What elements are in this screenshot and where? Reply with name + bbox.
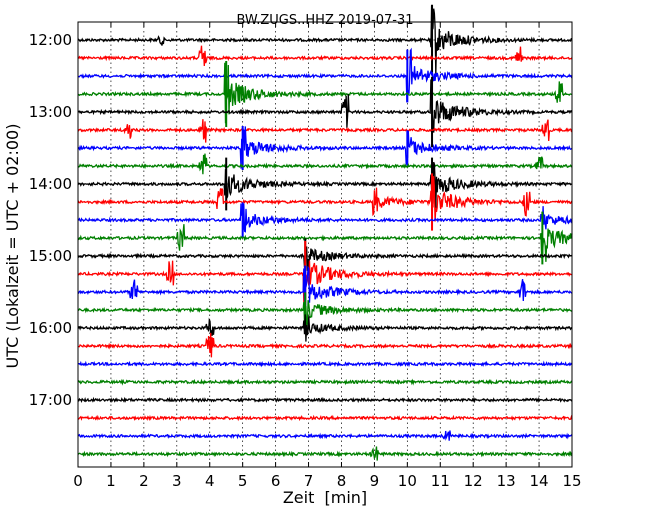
x-tick-label: 5 [238, 472, 248, 490]
seismic-trace [77, 446, 573, 461]
x-tick-label: 13 [497, 472, 516, 490]
seismic-trace [77, 45, 573, 67]
x-tick-label: 15 [562, 472, 581, 490]
x-tick-label: 1 [106, 472, 116, 490]
y-axis-label: UTC (Lokalzeit = UTC + 02:00) [3, 124, 22, 369]
x-tick-label: 12 [464, 472, 483, 490]
seismic-trace [77, 47, 573, 103]
seismic-trace [77, 161, 573, 210]
y-tick-label: 14:00 [29, 175, 72, 193]
seismic-trace [77, 224, 573, 262]
seismic-trace [77, 260, 573, 303]
x-tick-label: 9 [370, 472, 380, 490]
x-tick-label: 6 [271, 472, 281, 490]
seismic-trace [77, 378, 573, 386]
chart-title: BW.ZUGS..HHZ 2019-07-31 [236, 13, 413, 28]
seismic-trace [77, 265, 573, 303]
plot-frame [77, 21, 573, 468]
x-tick-label: 4 [205, 472, 215, 490]
seismic-trace [77, 119, 573, 143]
x-tick-label: 8 [337, 472, 347, 490]
seismic-trace [77, 5, 572, 75]
seismic-trace [77, 126, 573, 169]
seismic-trace [78, 299, 572, 329]
x-axis-label: Zeit [min] [283, 488, 367, 507]
seismic-trace [77, 414, 573, 422]
seismic-trace [77, 79, 573, 133]
seismic-trace [77, 332, 573, 358]
seismic-trace [77, 360, 573, 368]
x-tick-label: 3 [172, 472, 182, 490]
seismic-trace [77, 176, 573, 222]
y-tick-label: 15:00 [29, 247, 72, 265]
seismic-trace [77, 153, 572, 175]
seismic-trace [77, 246, 573, 271]
y-axis: 12:00 13:00 14:00 15:00 16:00 17:00 [29, 31, 572, 409]
x-tick-label: 10 [398, 472, 417, 490]
x-axis: 0 1 2 3 4 5 6 7 8 9 10 11 12 13 14 15 [73, 22, 582, 490]
traces [77, 4, 573, 461]
y-tick-label: 12:00 [29, 31, 72, 49]
seismic-trace [77, 430, 573, 441]
seismic-trace [77, 396, 573, 404]
y-tick-label: 16:00 [29, 319, 72, 337]
y-tick-label: 17:00 [29, 391, 72, 409]
x-tick-label: 14 [530, 472, 549, 490]
x-tick-label: 2 [139, 472, 149, 490]
x-tick-label: 11 [431, 472, 450, 490]
x-tick-label: 7 [304, 472, 314, 490]
seismic-trace [77, 62, 573, 124]
x-tick-label: 0 [73, 472, 83, 490]
seismic-trace [77, 314, 573, 342]
seismic-trace [77, 203, 573, 233]
y-tick-label: 13:00 [29, 103, 72, 121]
